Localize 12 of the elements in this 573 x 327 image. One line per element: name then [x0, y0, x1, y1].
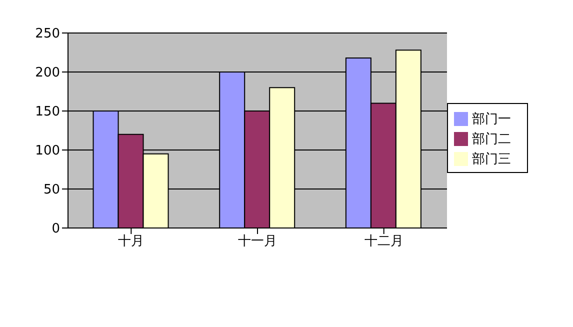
- y-tick-label: 150: [35, 104, 60, 120]
- legend-label: 部门一: [472, 112, 511, 127]
- x-tick-label: 十二月: [364, 234, 404, 250]
- legend-label: 部门二: [472, 132, 511, 147]
- y-tick-label: 100: [35, 144, 60, 159]
- y-tick-label: 50: [43, 182, 60, 198]
- y-tick-label: 250: [35, 26, 60, 42]
- x-tick-label: 十月: [118, 234, 144, 250]
- legend-label: 部门三: [472, 152, 511, 167]
- y-tick-label: 200: [35, 66, 60, 81]
- y-tick-label: 0: [52, 222, 60, 237]
- x-tick-label: 十一月: [238, 234, 277, 250]
